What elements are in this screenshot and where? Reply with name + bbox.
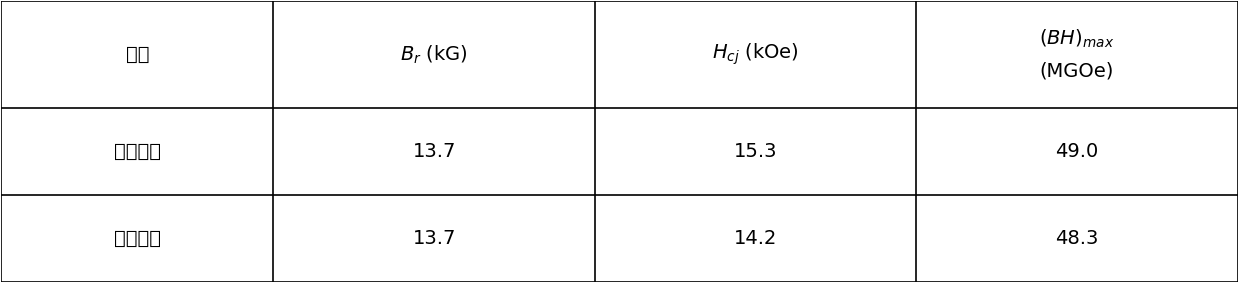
Text: 真空扩散: 真空扩散 bbox=[114, 229, 161, 248]
Text: $(BH)_{max}$: $(BH)_{max}$ bbox=[1040, 27, 1115, 50]
Text: 15.3: 15.3 bbox=[733, 142, 777, 161]
Text: 48.3: 48.3 bbox=[1056, 229, 1099, 248]
Text: 14.2: 14.2 bbox=[733, 229, 777, 248]
Text: $H_{cj}$ (kOe): $H_{cj}$ (kOe) bbox=[712, 42, 799, 67]
Text: 增压扩散: 增压扩散 bbox=[114, 142, 161, 161]
Text: 49.0: 49.0 bbox=[1056, 142, 1099, 161]
Text: 13.7: 13.7 bbox=[413, 142, 456, 161]
Text: 样品: 样品 bbox=[125, 45, 149, 64]
Text: $B_r$ (kG): $B_r$ (kG) bbox=[400, 44, 468, 66]
Text: (MGOe): (MGOe) bbox=[1040, 61, 1114, 80]
Text: 13.7: 13.7 bbox=[413, 229, 456, 248]
